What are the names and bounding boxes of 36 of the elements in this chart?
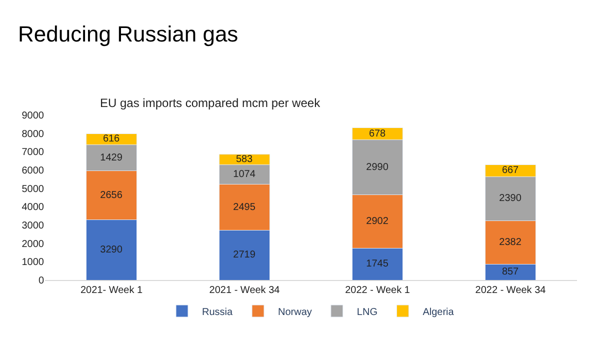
data-label: 1745 [366,258,389,270]
y-tick-label: 2000 [22,238,44,250]
legend-label: Russia [202,306,234,318]
y-tick-label: 1000 [22,257,44,268]
y-tick-label: 7000 [22,147,44,158]
x-tick-label: 2022 - Week 34 [475,285,546,296]
y-tick-label: 0 [38,276,44,286]
data-label: 2990 [366,162,389,173]
data-label: 2902 [366,216,389,227]
data-label: 2390 [499,193,522,204]
chart-title: Reducing Russian gas [18,22,238,46]
data-label: 678 [368,128,386,140]
data-label: 583 [236,154,254,165]
data-label: 2495 [233,202,256,213]
y-tick-label: 3000 [22,220,44,232]
y-tick-label: 4000 [22,202,44,214]
data-label: 2382 [499,236,522,248]
data-label: 1429 [100,152,123,164]
legend-label: Norway [278,306,312,318]
data-label: 667 [502,165,520,176]
chart-subtitle: EU gas imports compared mcm per week [100,96,322,110]
x-tick-label: 2022 - Week 1 [345,285,410,296]
data-label: 1074 [233,169,256,180]
legend-label: LNG [356,306,378,318]
x-tick-label: 2021- Week 1 [80,285,143,296]
y-tick-label: 6000 [22,166,44,176]
y-tick-label: 5000 [22,184,44,195]
data-label: 3290 [100,244,123,256]
data-label: 616 [102,134,120,145]
legend-label: Algeria [422,306,454,318]
data-label: 857 [502,266,520,278]
x-tick-label: 2021 - Week 34 [209,285,280,296]
y-tick-label: 9000 [22,110,44,122]
data-label: 2719 [233,250,256,261]
y-tick-label: 8000 [22,128,44,140]
data-label: 2656 [100,190,123,201]
